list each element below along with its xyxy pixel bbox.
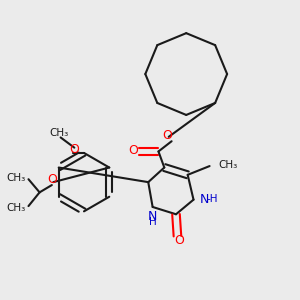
Text: CH₃: CH₃ xyxy=(50,128,69,138)
Text: O: O xyxy=(47,173,57,186)
Text: O: O xyxy=(162,130,172,142)
Text: CH₃: CH₃ xyxy=(6,173,26,183)
Text: O: O xyxy=(174,234,184,247)
Text: N: N xyxy=(200,193,209,206)
Text: O: O xyxy=(69,143,79,156)
Text: O: O xyxy=(128,144,138,158)
Text: N: N xyxy=(148,210,157,223)
Text: H: H xyxy=(149,218,157,227)
Text: -H: -H xyxy=(207,194,218,204)
Text: CH₃: CH₃ xyxy=(218,160,238,170)
Text: CH₃: CH₃ xyxy=(6,202,26,212)
